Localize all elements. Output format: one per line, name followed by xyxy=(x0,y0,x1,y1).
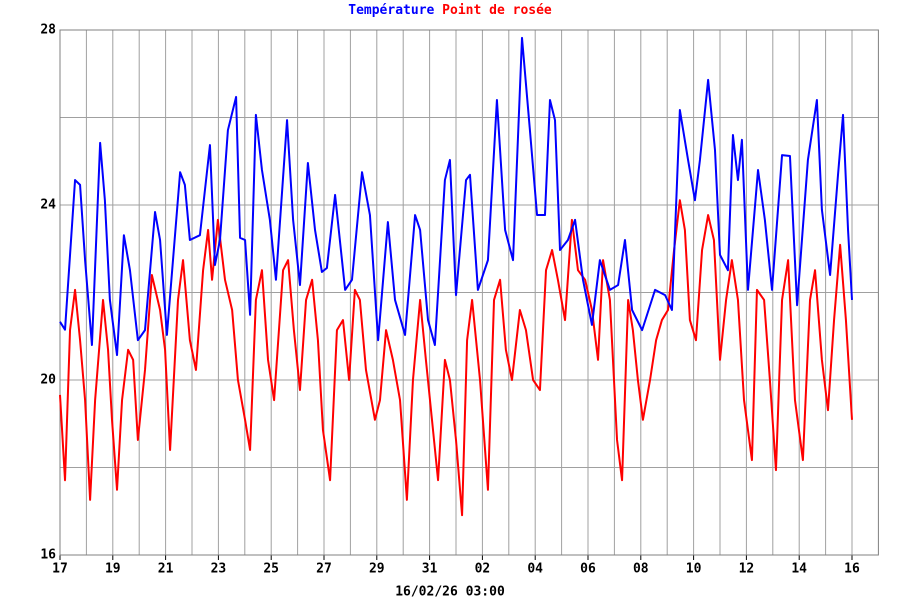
legend-entry: Point de rosée xyxy=(442,3,552,18)
x-tick-label: 17 xyxy=(52,562,68,577)
plot-lines xyxy=(59,36,853,517)
x-tick-label: 04 xyxy=(527,562,543,577)
y-tick-label: 16 xyxy=(40,548,56,563)
x-tick-label: 21 xyxy=(158,562,174,577)
y-tick-label: 20 xyxy=(40,373,56,388)
x-tick-label: 16 xyxy=(844,562,860,577)
plot-frame xyxy=(59,29,879,556)
grid xyxy=(59,29,879,560)
y-tick-label: 24 xyxy=(40,198,56,213)
x-tick-label: 27 xyxy=(316,562,332,577)
footer: 16/02/26 03:00 xyxy=(395,585,505,600)
x-tick-label: 29 xyxy=(369,562,385,577)
x-tick-label: 02 xyxy=(475,562,491,577)
x-tick-label: 10 xyxy=(686,562,702,577)
x-tick-label: 08 xyxy=(633,562,649,577)
series-line xyxy=(59,36,853,357)
legend-entry: Température xyxy=(348,3,434,18)
series-line xyxy=(59,199,853,517)
x-tick-label: 31 xyxy=(422,562,438,577)
x-tick-label: 14 xyxy=(791,562,807,577)
x-tick-label: 19 xyxy=(105,562,121,577)
y-tick-label: 28 xyxy=(40,23,56,38)
x-tick-label: 12 xyxy=(739,562,755,577)
chart-title: Température Point de rosée xyxy=(348,3,552,18)
x-tick-label: 23 xyxy=(211,562,227,577)
x-tick-label: 25 xyxy=(263,562,279,577)
x-tick-label: 06 xyxy=(580,562,596,577)
